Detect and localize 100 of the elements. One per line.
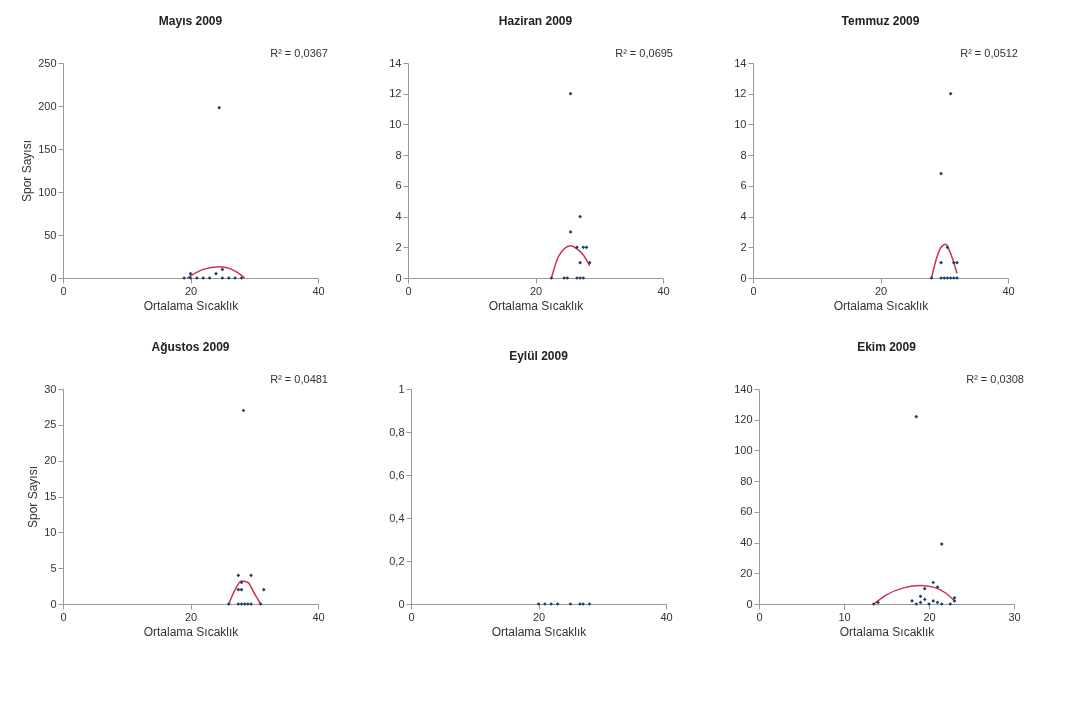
y-tick-label: 0	[746, 597, 753, 610]
y-tick-label: 140	[734, 382, 753, 395]
x-tick-label: 20	[874, 284, 888, 297]
y-tick-label: 0	[50, 271, 57, 284]
point	[939, 171, 943, 176]
y-tick-label: 0	[50, 597, 57, 610]
line-series	[873, 584, 956, 605]
point	[188, 271, 193, 276]
y-tick-label: 6	[395, 179, 402, 192]
x-tick-label: 20	[184, 610, 198, 623]
point	[201, 276, 206, 280]
chart-title: Haziran 2009	[498, 14, 573, 28]
y-tick-label: 1	[398, 382, 405, 395]
y-tick-label: 0	[398, 597, 405, 610]
y-tick-label: 15	[44, 490, 57, 502]
point	[939, 542, 944, 546]
y-tick-label: 200	[38, 99, 57, 112]
y-tick-label: 50	[44, 228, 57, 241]
y-tick-label: 2	[395, 240, 402, 253]
x-tick-label: 20	[184, 284, 198, 297]
text: R² = 0,0481	[270, 373, 328, 385]
x-tick-label: 40	[660, 610, 673, 623]
y-tick-label: 0	[740, 271, 747, 284]
y-axis-title: Spor Sayısı	[26, 465, 41, 529]
point	[942, 276, 947, 280]
point	[952, 599, 957, 603]
line-series	[930, 243, 958, 279]
point	[261, 587, 266, 592]
y-tick-label: 4	[740, 210, 747, 223]
point	[578, 260, 582, 265]
x-axis-title: Ortalama Sıcaklık	[839, 624, 936, 639]
point	[929, 276, 934, 280]
y-tick-label: 0,2	[389, 554, 405, 567]
y-tick-label: 2	[740, 240, 747, 253]
y-tick-label: 12	[734, 87, 747, 100]
point	[952, 595, 957, 600]
text: R² = 0,0308	[966, 373, 1024, 385]
point	[948, 602, 953, 606]
point	[871, 602, 876, 606]
x-tick-label: 30	[1008, 610, 1021, 623]
x-axis-title: Ortalama Sıcaklık	[143, 298, 240, 313]
point	[931, 599, 936, 603]
y-tick-label: 10	[734, 117, 747, 130]
y-tick-label: 0,4	[389, 511, 405, 524]
y-axis-title: Spor Sayısı	[20, 139, 35, 203]
x-tick-label: 0	[60, 610, 67, 623]
point	[249, 573, 253, 578]
x-tick-label: 20	[923, 610, 936, 623]
x-tick-label: 0	[408, 610, 415, 623]
x-axis-title: Ortalama Sıcaklık	[833, 298, 930, 313]
point	[568, 91, 573, 96]
line-series	[228, 580, 262, 605]
chart-title: Ekim 2009	[857, 340, 917, 354]
x-tick-label: 0	[756, 610, 763, 623]
y-tick-label: 0,6	[389, 468, 405, 481]
point	[951, 276, 956, 280]
point	[226, 602, 231, 606]
y-tick-label: 14	[389, 56, 402, 69]
point	[931, 580, 936, 585]
x-axis-title: Ortalama Sıcaklık	[491, 624, 588, 639]
point	[236, 602, 241, 606]
point	[581, 276, 586, 280]
point	[568, 230, 573, 234]
y-tick-label: 20	[740, 566, 753, 579]
y-tick-label: 8	[395, 148, 402, 161]
point	[939, 602, 944, 606]
y-tick-label: 120	[734, 413, 753, 426]
point	[549, 276, 554, 280]
point	[951, 260, 956, 265]
x-tick-label: 20	[529, 284, 543, 297]
x-axis-title: Ortalama Sıcaklık	[488, 298, 585, 313]
y-tick-label: 12	[389, 87, 402, 100]
x-tick-label: 0	[60, 284, 67, 297]
y-tick-label: 10	[389, 117, 402, 130]
line-series	[550, 245, 591, 279]
point	[914, 602, 919, 606]
y-tick-label: 6	[740, 179, 747, 192]
point	[945, 245, 950, 250]
y-tick-label: 80	[740, 474, 753, 487]
y-tick-label: 250	[38, 56, 57, 69]
point	[242, 602, 247, 606]
point	[214, 271, 218, 276]
chart-title: Mayıs 2009	[158, 14, 223, 28]
x-tick-label: 20	[532, 610, 546, 623]
x-tick-label: 10	[838, 610, 851, 623]
point	[207, 276, 212, 280]
y-tick-label: 10	[44, 525, 57, 538]
text: R² = 0,0695	[615, 47, 673, 59]
y-tick-label: 5	[50, 561, 57, 574]
point	[578, 214, 582, 219]
point	[955, 260, 959, 265]
x-axis-title: Ortalama Sıcaklık	[143, 624, 240, 639]
point	[948, 276, 953, 280]
point	[188, 276, 193, 280]
y-tick-label: 0,8	[389, 425, 405, 438]
x-tick-label: 40	[657, 284, 670, 297]
point	[918, 594, 923, 599]
y-tick-label: 0	[395, 271, 402, 284]
point	[220, 276, 225, 280]
point	[922, 597, 927, 602]
